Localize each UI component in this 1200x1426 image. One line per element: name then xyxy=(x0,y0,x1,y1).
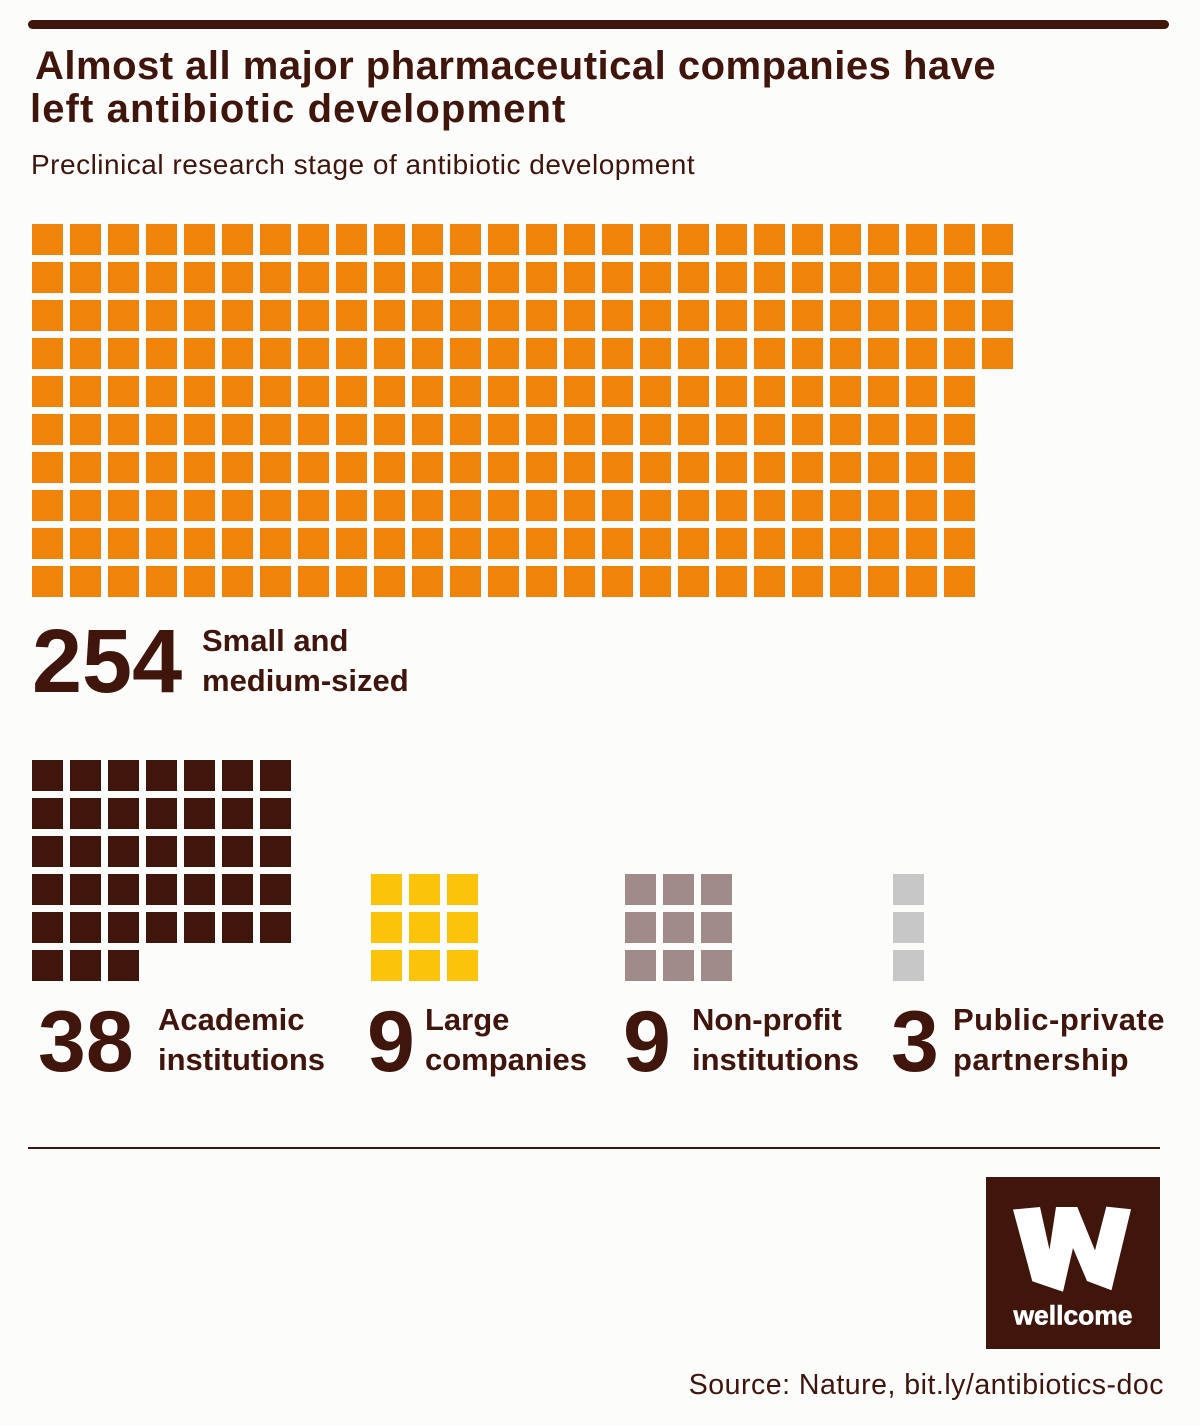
svg-text:wellcome: wellcome xyxy=(1013,1301,1133,1331)
